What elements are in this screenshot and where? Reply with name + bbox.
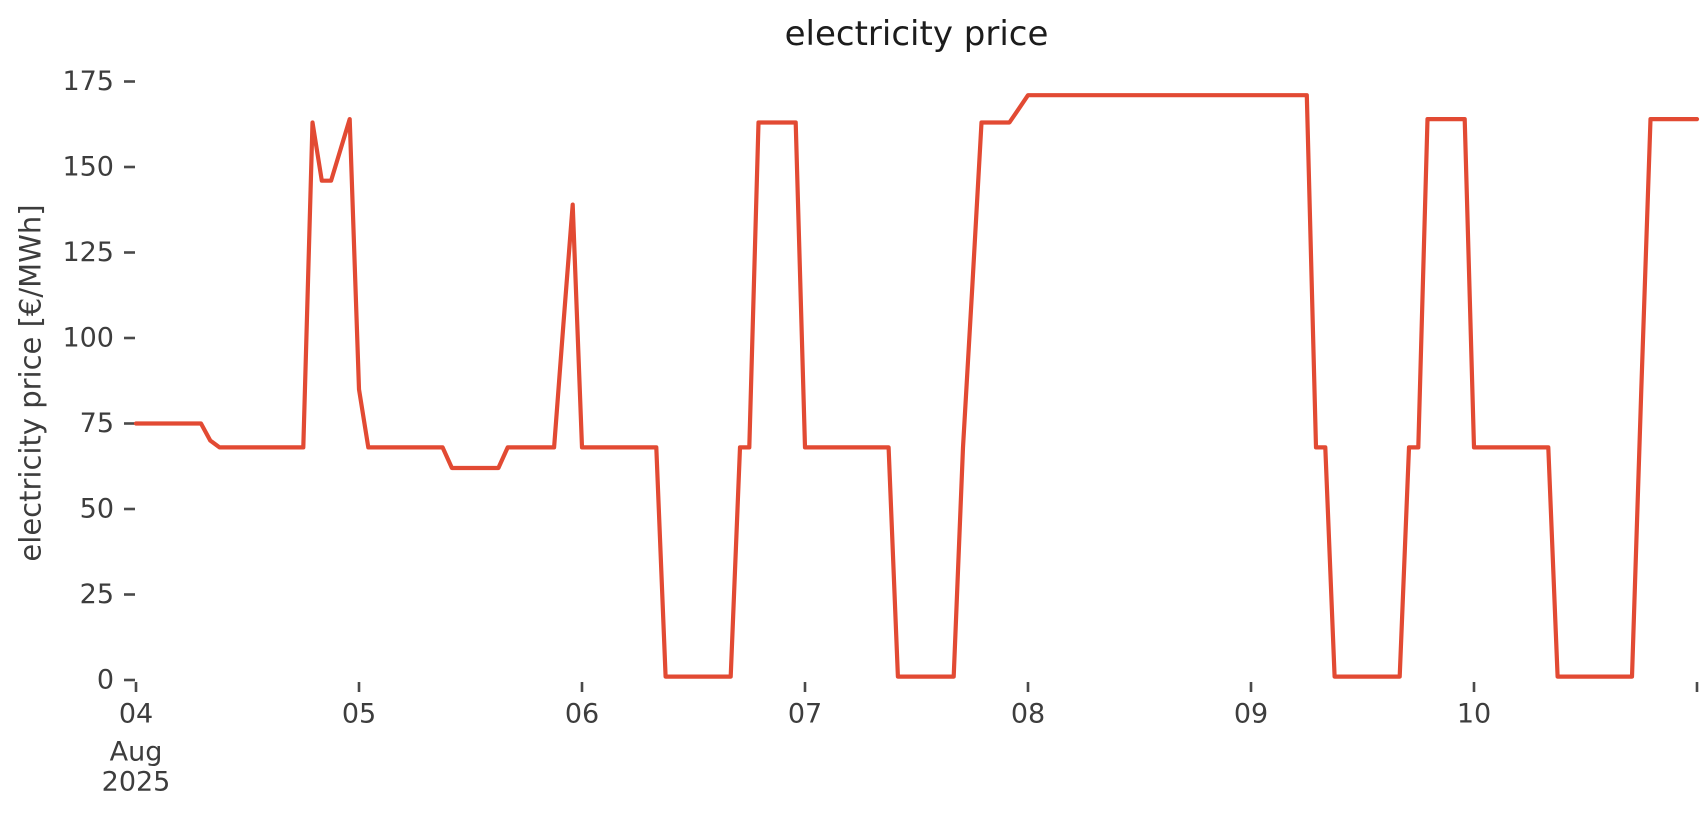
- y-tick-label: 175: [62, 66, 114, 97]
- x-tick-sublabel: 2025: [102, 767, 171, 798]
- x-tick-label: 06: [565, 699, 599, 730]
- x-tick-label: 08: [1011, 699, 1045, 730]
- y-tick-label: 125: [62, 237, 114, 268]
- y-tick-label: 75: [80, 408, 114, 439]
- x-tick-label: 07: [788, 699, 822, 730]
- x-tick-label: 10: [1457, 699, 1491, 730]
- electricity-price-line: [133, 93, 1700, 679]
- x-tick-label: 05: [342, 699, 376, 730]
- chart-title: electricity price: [784, 14, 1049, 54]
- y-tick-label: 150: [62, 152, 114, 183]
- y-tick-label: 100: [62, 323, 114, 354]
- x-tick-label: 04: [119, 699, 153, 730]
- y-tick-label: 0: [97, 665, 114, 696]
- x-tick-sublabel: Aug: [110, 737, 163, 768]
- y-tick-label: 50: [80, 494, 114, 525]
- x-tick-label: 09: [1234, 699, 1268, 730]
- y-tick-label: 25: [80, 579, 114, 610]
